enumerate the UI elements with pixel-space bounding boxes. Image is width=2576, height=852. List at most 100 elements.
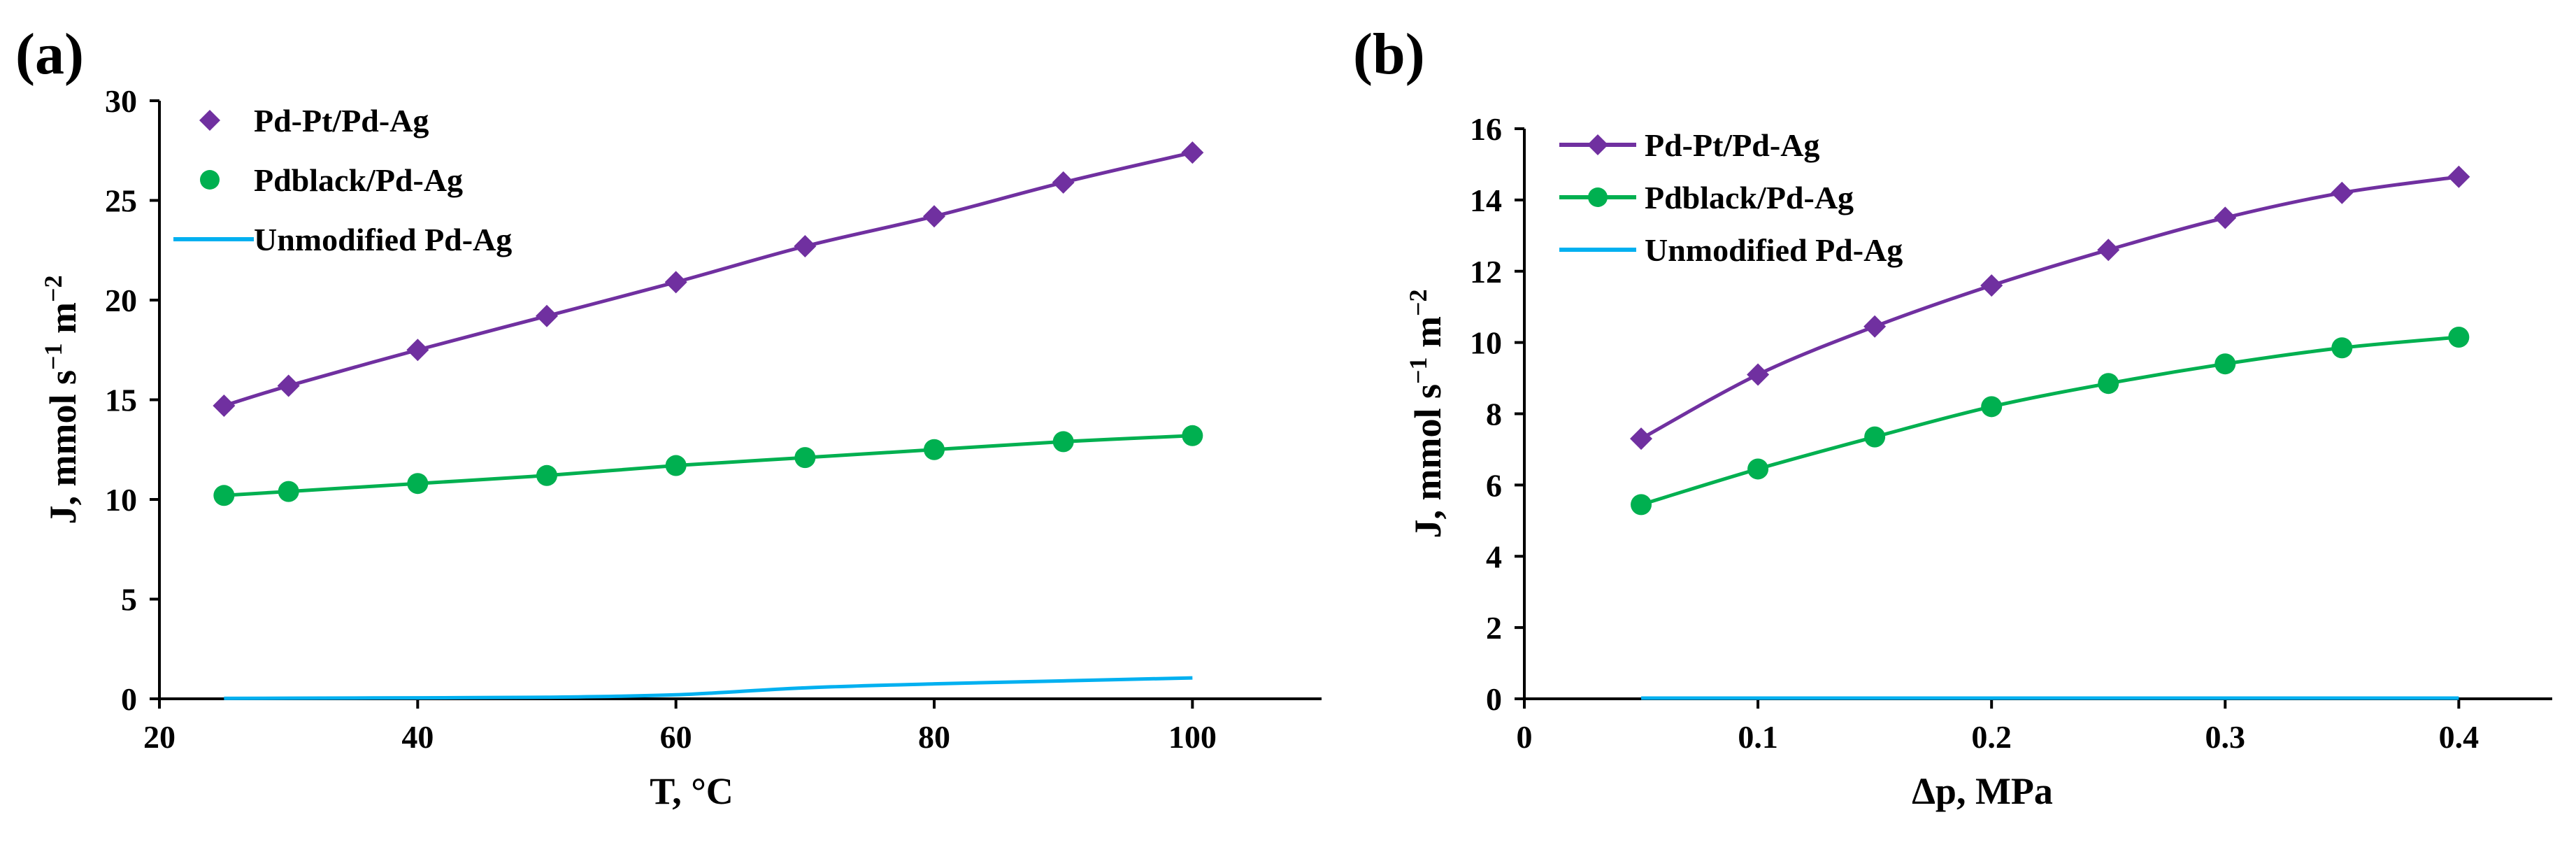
y-tick-label: 10	[1470, 325, 1502, 361]
data-point-circle	[1052, 431, 1074, 453]
legend-label: Pd-Pt/Pd-Ag	[254, 103, 429, 139]
data-point-circle	[794, 447, 816, 469]
series-unmodified-pd-ag	[224, 676, 1193, 700]
data-point-circle	[2331, 337, 2353, 359]
data-point-circle	[2448, 326, 2470, 348]
x-axis-title: Δp, MPa	[1912, 770, 2053, 812]
y-tick-label: 10	[105, 482, 137, 518]
series-line	[224, 676, 1193, 700]
y-axis-title: J, mmol s−1 m−2	[1404, 290, 1449, 539]
y-axis-title-mid: m	[1407, 316, 1449, 357]
data-point-circle	[924, 439, 945, 460]
x-tick-label: 0	[1517, 719, 1533, 755]
y-axis-title-sup2: −2	[1404, 290, 1432, 317]
data-point-diamond	[277, 374, 300, 397]
legend: Pd-Pt/Pd-Ag Pdblack/Pd-Ag Unmodified Pd-Ag	[1559, 127, 1903, 268]
y-axis-title-mid: m	[42, 302, 84, 343]
legend-entry: Pd-Pt/Pd-Ag	[199, 103, 429, 139]
data-point-diamond	[2097, 239, 2120, 262]
y-axis-title-main: J, mmol s	[1407, 384, 1449, 538]
data-point-circle	[1747, 458, 1769, 480]
x-tick-label: 0.2	[1971, 719, 2012, 755]
x-tick-label: 100	[1168, 719, 1217, 755]
y-tick-label: 14	[1470, 183, 1502, 218]
data-point-diamond	[1863, 315, 1887, 338]
x-tick-label: 40	[401, 719, 434, 755]
data-point-diamond	[406, 339, 429, 362]
y-tick-label: 4	[1486, 539, 1502, 574]
data-point-diamond	[1980, 274, 2003, 297]
legend-marker-circle	[200, 170, 220, 190]
y-axis-title-sup1: −1	[1404, 357, 1432, 385]
legend-label: Unmodified Pd-Ag	[254, 222, 512, 257]
data-point-circle	[278, 481, 299, 502]
legend-label: Pd-Pt/Pd-Ag	[1645, 127, 1819, 163]
panel-label: (b)	[1353, 22, 1425, 87]
legend-marker-circle	[1588, 187, 1608, 207]
data-point-diamond	[923, 205, 945, 228]
y-tick-label: 0	[121, 681, 137, 717]
legend-entry: Pdblack/Pd-Ag	[1559, 180, 1854, 215]
data-point-diamond	[213, 395, 236, 418]
data-point-diamond	[1747, 363, 1770, 386]
x-tick-label: 20	[143, 719, 176, 755]
data-point-circle	[1631, 494, 1652, 516]
x-axis-title: T, °C	[650, 770, 734, 812]
series-pd-pt-pd-ag	[213, 141, 1204, 418]
data-point-circle	[665, 455, 687, 476]
legend: Pd-Pt/Pd-Ag Pdblack/Pd-Ag Unmodified Pd-Ag	[173, 103, 512, 257]
series-line	[1640, 335, 2459, 506]
data-point-circle	[213, 485, 235, 506]
y-tick-label: 8	[1486, 397, 1502, 432]
series-line	[223, 150, 1193, 408]
data-point-circle	[407, 473, 429, 495]
y-tick-label: 2	[1486, 610, 1502, 646]
legend-entry: Pdblack/Pd-Ag	[200, 162, 463, 198]
y-axis-title-sup1: −1	[39, 343, 67, 371]
data-point-circle	[536, 464, 557, 486]
y-axis-title-sup2: −2	[39, 276, 67, 303]
y-tick-label: 20	[105, 283, 137, 318]
y-axis-title: J, mmol s−1 m−2	[39, 276, 84, 525]
x-tick-label: 0.1	[1738, 719, 1778, 755]
x-tick-label: 80	[918, 719, 950, 755]
x-tick-label: 0.3	[2205, 719, 2246, 755]
data-point-diamond	[794, 235, 817, 258]
data-point-circle	[1864, 426, 1886, 448]
legend-label: Pdblack/Pd-Ag	[1645, 180, 1854, 215]
legend-entry: Pd-Pt/Pd-Ag	[1559, 127, 1819, 163]
data-point-diamond	[536, 304, 558, 327]
y-tick-label: 16	[1470, 111, 1502, 147]
data-point-diamond	[664, 271, 687, 294]
x-tick-label: 60	[660, 719, 692, 755]
data-point-diamond	[2214, 206, 2237, 229]
panel-a-chart: (a) 0 5 10 15 20 25 30 20 40 60 80 100 T, °C J, mmol s…	[15, 22, 1322, 812]
y-tick-label: 30	[105, 83, 137, 119]
data-point-circle	[1981, 396, 2003, 418]
legend-marker-diamond	[199, 110, 220, 131]
legend-entry: Unmodified Pd-Ag	[173, 222, 512, 257]
data-point-diamond	[1052, 171, 1075, 194]
y-tick-label: 15	[105, 383, 137, 418]
legend-entry: Unmodified Pd-Ag	[1559, 232, 1903, 268]
data-point-circle	[2214, 353, 2236, 375]
series-pdblack-pd-ag	[1631, 326, 2470, 516]
data-point-circle	[2098, 373, 2119, 395]
y-tick-label: 12	[1470, 254, 1502, 290]
series-pd-pt-pd-ag	[1630, 165, 2470, 450]
data-point-diamond	[2331, 181, 2354, 204]
legend-label: Unmodified Pd-Ag	[1645, 232, 1903, 268]
data-point-diamond	[2447, 165, 2470, 188]
legend-label: Pdblack/Pd-Ag	[254, 162, 463, 198]
y-axis-title-main: J, mmol s	[42, 370, 84, 524]
series-pdblack-pd-ag	[213, 425, 1203, 506]
y-tick-label: 25	[105, 183, 137, 219]
y-tick-label: 0	[1486, 681, 1502, 717]
y-tick-label: 5	[121, 582, 137, 618]
data-point-circle	[1182, 425, 1203, 446]
data-point-diamond	[1630, 427, 1653, 450]
series-line	[224, 434, 1193, 497]
y-tick-label: 6	[1486, 467, 1502, 503]
series-line	[1640, 175, 2459, 441]
